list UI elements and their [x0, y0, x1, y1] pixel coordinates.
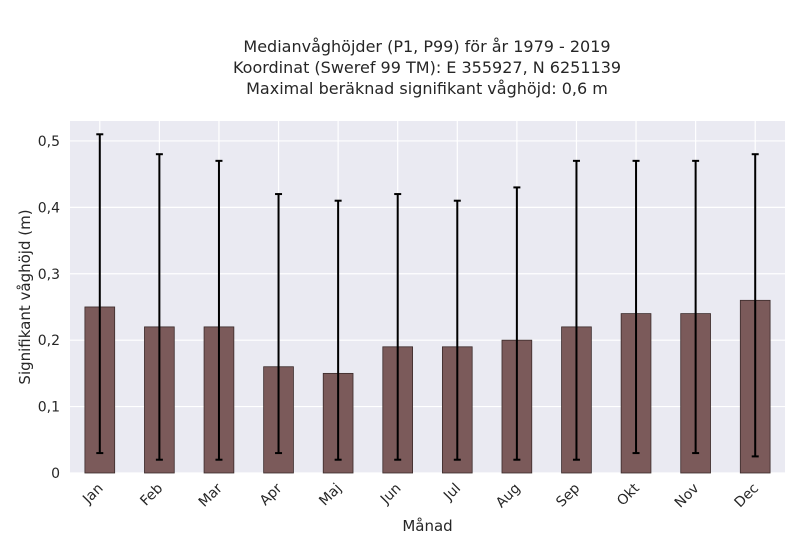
error-bar-mar [215, 159, 223, 461]
x-tick-label: Jan [79, 481, 106, 508]
x-tick-label: Aug [493, 481, 524, 512]
error-bar-aug [513, 186, 521, 461]
x-tick-label: Jun [377, 481, 404, 508]
title-line-2: Koordinat (Sweref 99 TM): E 355927, N 62… [233, 58, 621, 77]
error-bar-apr [275, 193, 283, 455]
title-line-3: Maximal beräknad signifikant våghöjd: 0,… [246, 79, 608, 98]
plot-area [70, 121, 785, 473]
error-bar-jun [394, 193, 402, 461]
error-bar-jan [96, 133, 104, 455]
x-tick-label: Sep [553, 480, 583, 510]
title-line-1: Medianvåghöjder (P1, P99) för år 1979 - … [243, 37, 610, 56]
y-tick-label: 0 [51, 466, 60, 482]
y-tick-label: 0,5 [38, 134, 60, 150]
chart-title: Medianvåghöjder (P1, P99) för år 1979 - … [233, 37, 621, 98]
error-bar-maj [334, 199, 342, 461]
error-bar-sep [572, 159, 580, 461]
x-tick-label: Dec [732, 481, 762, 511]
y-tick-label: 0,1 [38, 400, 60, 416]
y-axis-label: Signifikant våghöjd (m) [16, 209, 34, 384]
x-tick-label: Okt [614, 480, 643, 509]
error-bars [96, 133, 759, 461]
x-axis-ticks: Jan Feb Mar Apr Maj Jun Jul Aug Sep Okt Nov Dec [79, 480, 762, 511]
x-tick-label: Apr [257, 480, 286, 509]
error-bar-okt [632, 159, 640, 455]
y-tick-label: 0,3 [38, 267, 60, 283]
error-bar-jul [453, 199, 461, 461]
x-tick-label: Maj [316, 481, 345, 510]
x-tick-label: Nov [672, 481, 703, 512]
x-tick-label: Jul [440, 481, 464, 505]
y-tick-label: 0,2 [38, 333, 60, 349]
y-axis-ticks: 0 0,1 0,2 0,3 0,4 0,5 [38, 134, 60, 482]
error-bar-dec [751, 153, 759, 458]
x-axis-label: Månad [402, 517, 452, 535]
x-tick-label: Mar [196, 480, 226, 510]
y-tick-label: 0,4 [38, 200, 60, 216]
x-tick-label: Feb [137, 480, 166, 509]
error-bar-nov [692, 159, 700, 455]
error-bar-feb [155, 153, 163, 461]
